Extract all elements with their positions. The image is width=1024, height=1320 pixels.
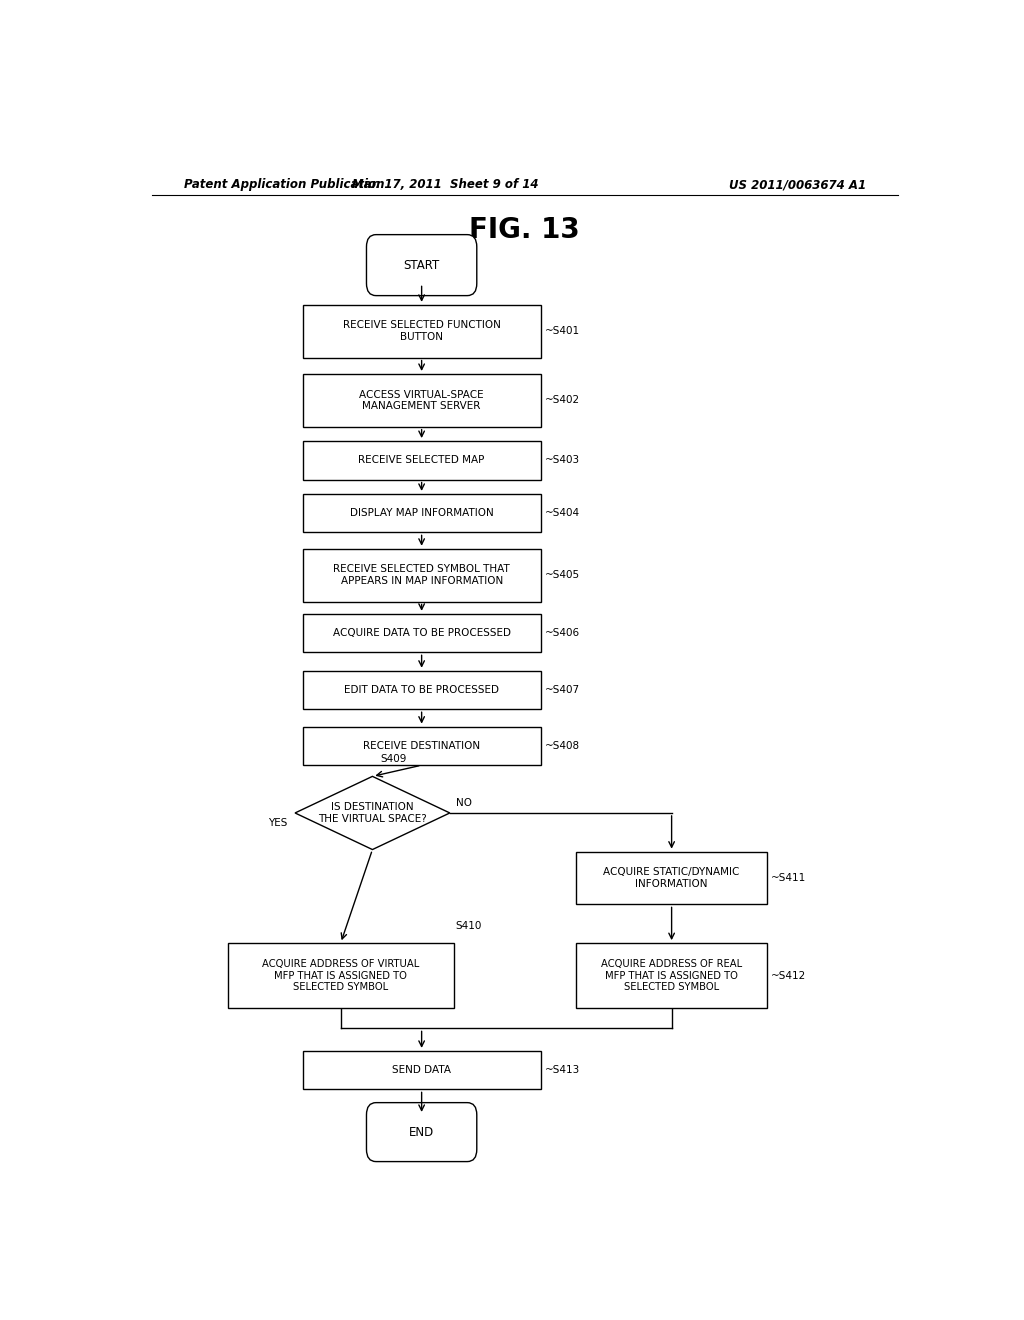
Text: YES: YES bbox=[267, 818, 287, 828]
FancyBboxPatch shape bbox=[577, 851, 767, 904]
Text: ACQUIRE ADDRESS OF REAL
MFP THAT IS ASSIGNED TO
SELECTED SYMBOL: ACQUIRE ADDRESS OF REAL MFP THAT IS ASSI… bbox=[601, 960, 742, 993]
Text: START: START bbox=[403, 259, 439, 272]
FancyBboxPatch shape bbox=[303, 671, 541, 709]
Text: US 2011/0063674 A1: US 2011/0063674 A1 bbox=[729, 178, 866, 191]
Text: ~S407: ~S407 bbox=[545, 685, 580, 694]
Text: ACQUIRE ADDRESS OF VIRTUAL
MFP THAT IS ASSIGNED TO
SELECTED SYMBOL: ACQUIRE ADDRESS OF VIRTUAL MFP THAT IS A… bbox=[262, 960, 419, 993]
Text: ACQUIRE DATA TO BE PROCESSED: ACQUIRE DATA TO BE PROCESSED bbox=[333, 628, 511, 638]
Text: ACCESS VIRTUAL-SPACE
MANAGEMENT SERVER: ACCESS VIRTUAL-SPACE MANAGEMENT SERVER bbox=[359, 389, 484, 411]
Text: RECEIVE SELECTED FUNCTION
BUTTON: RECEIVE SELECTED FUNCTION BUTTON bbox=[343, 321, 501, 342]
Text: END: END bbox=[409, 1126, 434, 1139]
FancyBboxPatch shape bbox=[303, 726, 541, 766]
Text: ~S413: ~S413 bbox=[545, 1065, 580, 1074]
FancyBboxPatch shape bbox=[303, 1051, 541, 1089]
Text: ~S411: ~S411 bbox=[771, 873, 806, 883]
Text: RECEIVE DESTINATION: RECEIVE DESTINATION bbox=[364, 741, 480, 751]
Text: ~S404: ~S404 bbox=[545, 508, 580, 519]
Text: FIG. 13: FIG. 13 bbox=[469, 215, 581, 244]
Text: NO: NO bbox=[456, 797, 472, 808]
Text: ~S406: ~S406 bbox=[545, 628, 580, 638]
Text: ~S408: ~S408 bbox=[545, 741, 580, 751]
Text: Patent Application Publication: Patent Application Publication bbox=[183, 178, 384, 191]
Text: IS DESTINATION
THE VIRTUAL SPACE?: IS DESTINATION THE VIRTUAL SPACE? bbox=[318, 803, 427, 824]
Text: EDIT DATA TO BE PROCESSED: EDIT DATA TO BE PROCESSED bbox=[344, 685, 499, 694]
FancyBboxPatch shape bbox=[303, 614, 541, 652]
FancyBboxPatch shape bbox=[367, 1102, 477, 1162]
FancyBboxPatch shape bbox=[227, 942, 454, 1008]
FancyBboxPatch shape bbox=[303, 441, 541, 479]
FancyBboxPatch shape bbox=[303, 374, 541, 426]
Text: ~S412: ~S412 bbox=[771, 970, 806, 981]
Text: Mar. 17, 2011  Sheet 9 of 14: Mar. 17, 2011 Sheet 9 of 14 bbox=[352, 178, 539, 191]
Text: S409: S409 bbox=[380, 754, 407, 764]
Text: ~S403: ~S403 bbox=[545, 455, 580, 465]
Text: RECEIVE SELECTED MAP: RECEIVE SELECTED MAP bbox=[358, 455, 484, 465]
FancyBboxPatch shape bbox=[303, 305, 541, 358]
Text: ~S401: ~S401 bbox=[545, 326, 580, 337]
Text: ~S405: ~S405 bbox=[545, 570, 580, 579]
Text: ~S402: ~S402 bbox=[545, 395, 580, 405]
Text: RECEIVE SELECTED SYMBOL THAT
APPEARS IN MAP INFORMATION: RECEIVE SELECTED SYMBOL THAT APPEARS IN … bbox=[333, 565, 510, 586]
FancyBboxPatch shape bbox=[303, 494, 541, 532]
FancyBboxPatch shape bbox=[577, 942, 767, 1008]
Text: S410: S410 bbox=[456, 921, 482, 931]
Text: ACQUIRE STATIC/DYNAMIC
INFORMATION: ACQUIRE STATIC/DYNAMIC INFORMATION bbox=[603, 867, 739, 888]
FancyBboxPatch shape bbox=[303, 549, 541, 602]
FancyBboxPatch shape bbox=[367, 235, 477, 296]
Polygon shape bbox=[295, 776, 450, 850]
Text: SEND DATA: SEND DATA bbox=[392, 1065, 452, 1074]
Text: DISPLAY MAP INFORMATION: DISPLAY MAP INFORMATION bbox=[350, 508, 494, 519]
